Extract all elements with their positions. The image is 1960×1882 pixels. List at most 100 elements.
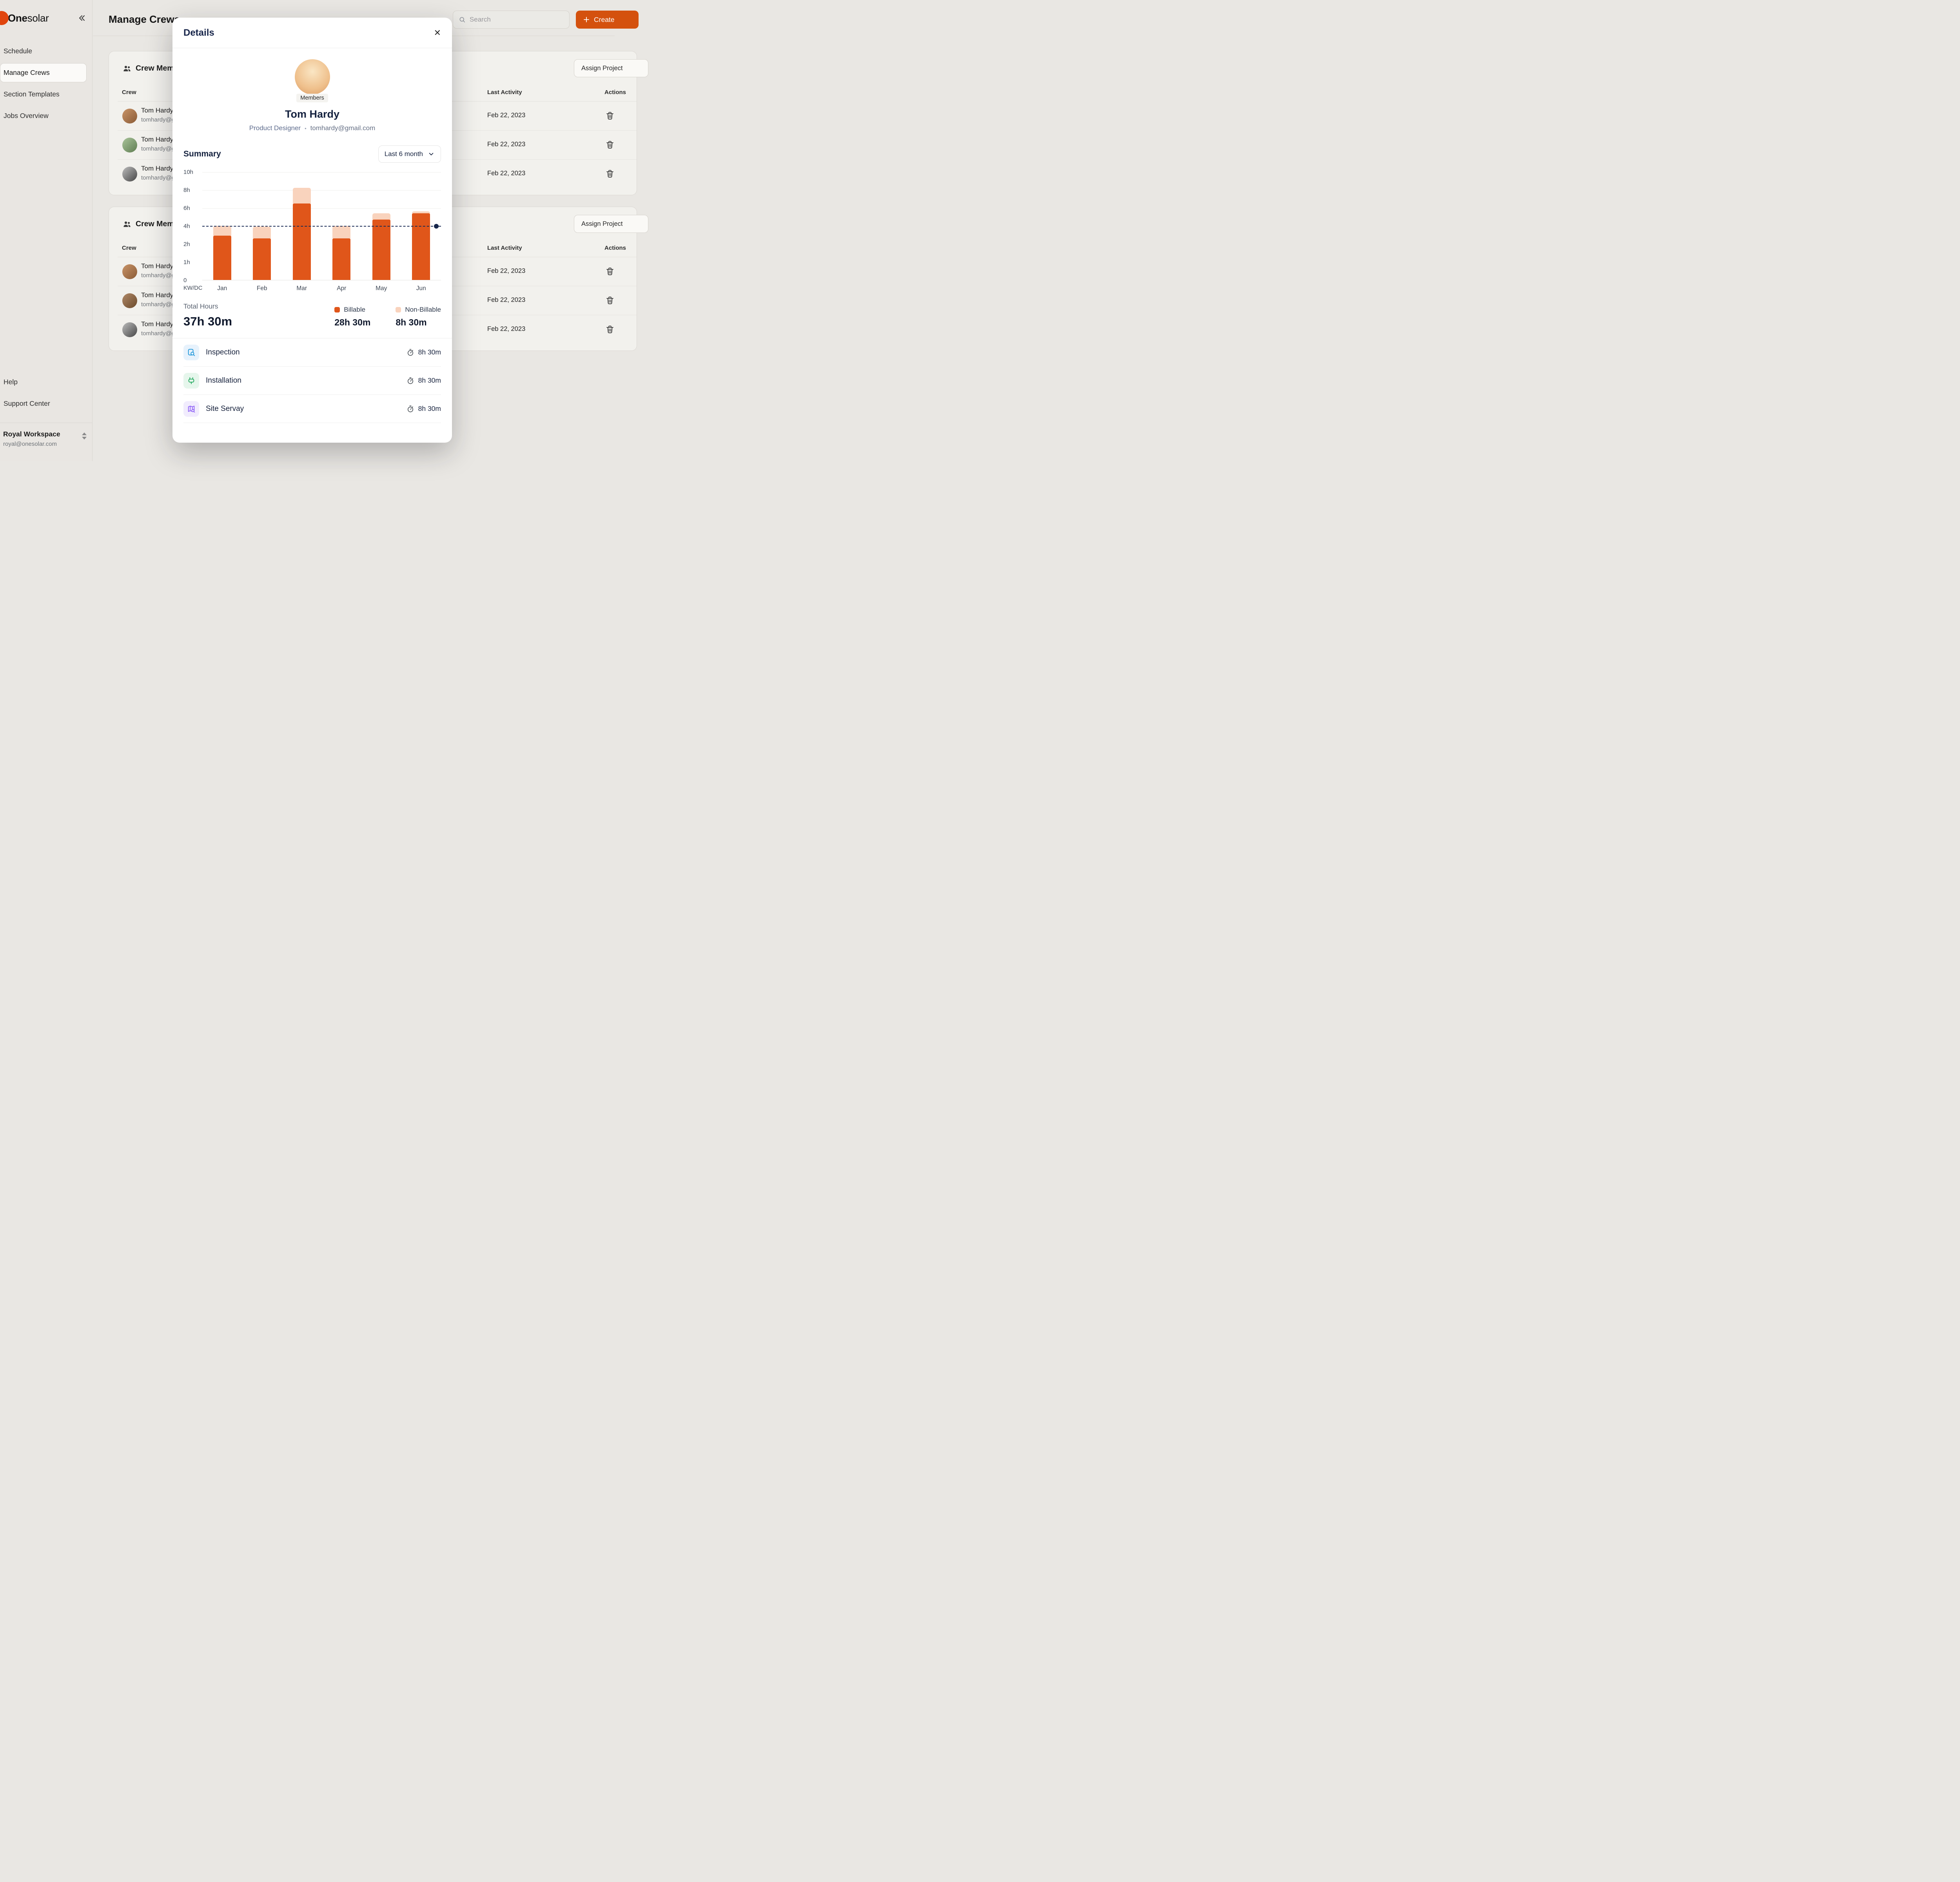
plus-icon xyxy=(584,17,589,22)
modal-header: Details ✕ xyxy=(172,18,452,48)
delete-row-button[interactable] xyxy=(605,140,615,149)
sidebar: Onesolar Schedule Manage Crews Section T… xyxy=(0,0,93,461)
sidebar-nav: Schedule Manage Crews Section Templates … xyxy=(0,39,87,128)
page-title: Manage Crews xyxy=(109,13,180,25)
crew-members-icon xyxy=(122,64,132,75)
search-box[interactable] xyxy=(453,11,570,29)
assign-project-button[interactable]: Assign Project xyxy=(574,215,648,233)
avatar xyxy=(122,167,137,182)
column-crew: Crew xyxy=(122,89,136,96)
chart-x-axis: Jan Feb Mar Apr May Jun KW/DC xyxy=(183,285,426,292)
workspace-email: royal@onesolar.com xyxy=(3,441,57,447)
sidebar-item-schedule[interactable]: Schedule xyxy=(4,47,32,55)
task-list: Inspection 8h 30m Installation 8h 30m Si… xyxy=(172,338,452,423)
billable-label: Billable xyxy=(344,306,366,313)
chart-legend: Billable 28h 30m Non-Billable 8h 30m xyxy=(334,306,441,329)
task-duration: 8h 30m xyxy=(418,405,441,412)
member-name: Tom Hardy xyxy=(141,107,174,114)
double-chevron-left-icon xyxy=(79,15,85,21)
crew-members-icon xyxy=(122,220,132,231)
trash-icon xyxy=(606,325,613,333)
task-duration: 8h 30m xyxy=(418,348,441,356)
trash-icon xyxy=(606,170,613,178)
crew-member-row[interactable]: Tom Hardy tomhardy@gmail.com Feb 22, 2023 xyxy=(118,160,637,189)
stopwatch-icon xyxy=(407,377,413,384)
avatar xyxy=(122,138,137,153)
nonbillable-value: 8h 30m xyxy=(396,317,427,327)
member-avatar xyxy=(294,59,330,94)
workspace-sort-arrows-icon xyxy=(82,430,87,440)
workspace-name: Royal Workspace xyxy=(3,430,60,438)
modal-title: Details xyxy=(183,27,214,38)
last-activity-value: Feb 22, 2023 xyxy=(487,267,526,274)
task-label: Site Servay xyxy=(206,404,244,413)
member-profile: Members Tom Hardy Product Designer • tom… xyxy=(183,59,441,132)
installation-icon xyxy=(183,372,199,389)
task-label: Installation xyxy=(206,376,241,385)
sidebar-item-help[interactable]: Help xyxy=(4,378,18,386)
sidebar-footer: Help Support Center xyxy=(0,370,87,416)
range-dropdown-label: Last 6 month xyxy=(384,150,423,158)
stopwatch-icon xyxy=(407,405,413,412)
total-hours-value: 37h 30m xyxy=(183,314,232,328)
column-actions: Actions xyxy=(604,89,626,96)
last-activity-value: Feb 22, 2023 xyxy=(487,141,526,148)
brand-name: Onesolar xyxy=(8,12,49,24)
task-label: Inspection xyxy=(206,348,240,356)
separator-dot: • xyxy=(305,125,307,131)
last-activity-value: Feb 22, 2023 xyxy=(487,325,526,332)
trash-icon xyxy=(606,267,613,275)
brand-name-bold: One xyxy=(8,12,27,24)
total-hours-label: Total Hours xyxy=(183,302,218,310)
task-duration: 8h 30m xyxy=(418,376,441,384)
create-button-label: Create xyxy=(594,15,615,24)
column-actions: Actions xyxy=(604,245,626,251)
search-icon xyxy=(459,17,465,23)
sidebar-item-manage-crews[interactable]: Manage Crews xyxy=(0,63,87,82)
delete-row-button[interactable] xyxy=(605,296,615,305)
trash-icon xyxy=(606,141,613,149)
last-activity-value: Feb 22, 2023 xyxy=(487,112,526,119)
summary-title: Summary xyxy=(183,149,221,158)
stopwatch-icon xyxy=(407,349,413,356)
search-input[interactable] xyxy=(469,16,564,24)
workspace-selector[interactable]: Royal Workspace royal@onesolar.com xyxy=(0,423,92,461)
totals-section: Total Hours 37h 30m Billable 28h 30m Non… xyxy=(183,302,441,329)
task-row-site-survey[interactable]: Site Servay 8h 30m xyxy=(183,395,441,423)
avatar xyxy=(122,293,137,308)
billable-swatch-icon xyxy=(334,307,340,312)
avatar xyxy=(122,322,137,337)
member-name: Tom Hardy xyxy=(285,108,340,120)
sidebar-item-jobs-overview[interactable]: Jobs Overview xyxy=(4,112,49,120)
range-dropdown[interactable]: Last 6 month xyxy=(378,145,441,163)
brand-name-light: solar xyxy=(27,12,49,24)
site-survey-icon xyxy=(183,401,199,417)
delete-row-button[interactable] xyxy=(605,267,615,276)
delete-row-button[interactable] xyxy=(605,325,615,334)
delete-row-button[interactable] xyxy=(605,111,615,120)
nonbillable-label: Non-Billable xyxy=(405,306,441,313)
avatar xyxy=(122,109,137,124)
member-name: Tom Hardy xyxy=(141,136,174,143)
member-name: Tom Hardy xyxy=(141,291,174,299)
close-button[interactable]: ✕ xyxy=(434,27,441,38)
member-email: tomhardy@gmail.com xyxy=(310,124,376,132)
task-row-installation[interactable]: Installation 8h 30m xyxy=(183,367,441,395)
column-last-activity: Last Activity xyxy=(487,89,522,96)
trash-icon xyxy=(606,296,613,304)
chevron-down-icon xyxy=(429,153,434,156)
billable-value: 28h 30m xyxy=(334,317,371,327)
brand-logo-icon xyxy=(0,11,9,25)
column-crew: Crew xyxy=(122,245,136,251)
delete-row-button[interactable] xyxy=(605,169,615,178)
sidebar-item-section-templates[interactable]: Section Templates xyxy=(4,90,60,98)
create-button[interactable]: Create xyxy=(576,11,639,29)
chart-plot-area xyxy=(202,172,441,280)
task-row-inspection[interactable]: Inspection 8h 30m xyxy=(183,338,441,367)
member-name: Tom Hardy xyxy=(141,262,174,270)
sidebar-collapse-button[interactable] xyxy=(77,13,87,23)
assign-project-button[interactable]: Assign Project xyxy=(574,59,648,77)
sidebar-item-support-center[interactable]: Support Center xyxy=(4,400,50,407)
inspection-icon xyxy=(183,344,199,360)
column-last-activity: Last Activity xyxy=(487,245,522,251)
